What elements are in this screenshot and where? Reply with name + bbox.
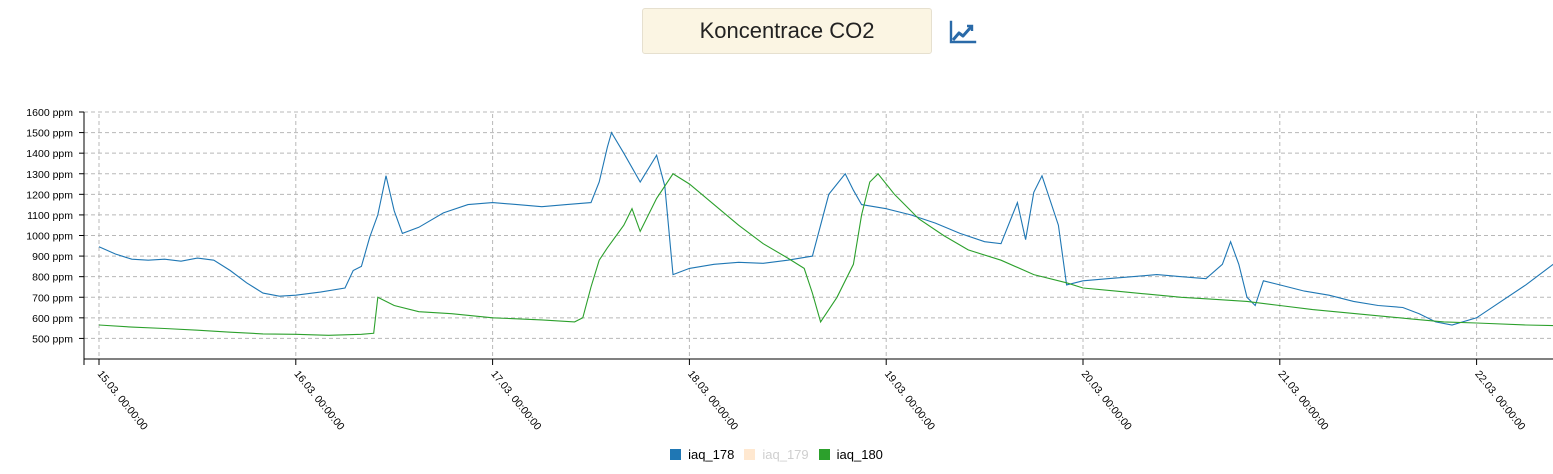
legend-swatch: [818, 448, 830, 460]
y-tick-label: 1500 ppm: [26, 128, 73, 140]
y-tick-label: 1000 ppm: [26, 231, 73, 243]
x-tick-label: 20.03. 00:00:00: [1079, 368, 1134, 432]
y-tick-label: 600 ppm: [32, 313, 73, 325]
co2-line-chart: 500 ppm 600 ppm 700 ppm 800 ppm 900 ppm 1000 …: [26, 107, 1553, 433]
legend-label: iaq_178: [688, 446, 735, 462]
x-tick-label: 22.03. 00:00:00: [1472, 368, 1527, 432]
chart-type-button[interactable]: [948, 18, 978, 46]
y-tick-label: 800 ppm: [32, 272, 73, 284]
legend-swatch: [744, 448, 756, 460]
y-tick-label: 1300 ppm: [26, 169, 73, 181]
y-tick-label: 1200 ppm: [26, 189, 73, 201]
x-tick-label: 16.03. 00:00:00: [291, 368, 346, 432]
legend-label: iaq_180: [836, 446, 883, 462]
y-tick-label: 1400 ppm: [26, 148, 73, 160]
legend-item-iaq_179[interactable]: iaq_179: [744, 446, 809, 462]
x-tick-label: 21.03. 00:00:00: [1275, 368, 1330, 432]
x-tick-label: 18.03. 00:00:00: [685, 368, 740, 432]
legend-label: iaq_179: [762, 446, 809, 462]
chart-legend: iaq_178 iaq_179 iaq_180: [0, 444, 1553, 464]
y-tick-label: 700 ppm: [32, 292, 73, 304]
x-tick-label: 19.03. 00:00:00: [882, 368, 937, 432]
x-tick-label: 15.03. 00:00:00: [95, 368, 150, 432]
y-tick-label: 1100 ppm: [27, 210, 73, 222]
y-tick-label: 900 ppm: [32, 251, 73, 263]
legend-item-iaq_180[interactable]: iaq_180: [818, 446, 883, 462]
chart-title: Koncentrace CO2: [642, 8, 932, 54]
series-line-iaq_178: [98, 131, 1553, 326]
x-tick-label: 17.03. 00:00:00: [488, 368, 543, 432]
series-line-iaq_180: [98, 172, 1553, 336]
legend-item-iaq_178[interactable]: iaq_178: [670, 447, 734, 462]
legend-swatch: [670, 448, 682, 460]
y-tick-label: 500 ppm: [32, 333, 73, 345]
y-tick-label: 1600 ppm: [26, 107, 73, 119]
line-chart-icon: [949, 20, 977, 44]
